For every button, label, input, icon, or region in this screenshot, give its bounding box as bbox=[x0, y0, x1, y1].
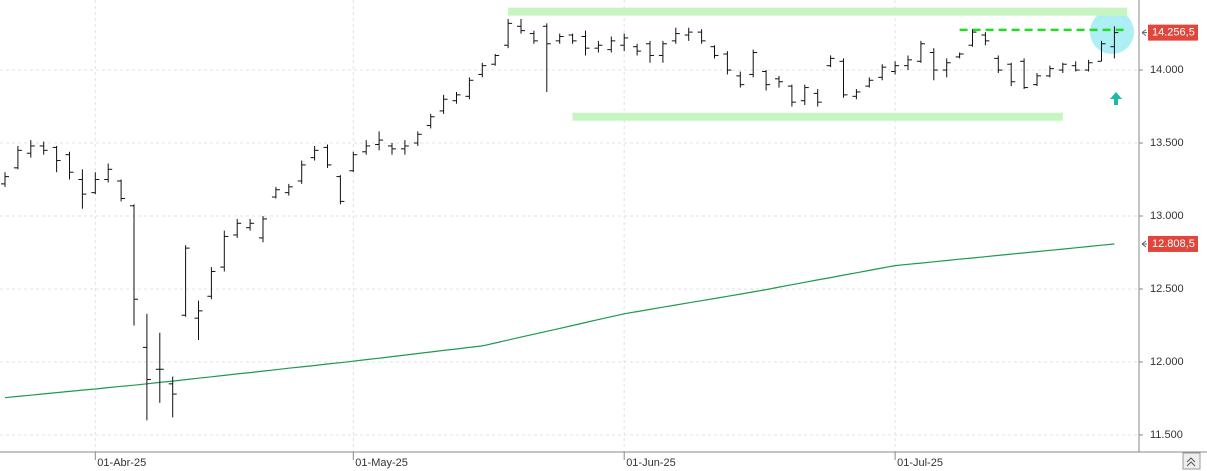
y-tick-label: 11.500 bbox=[1150, 429, 1183, 441]
plot-area bbox=[0, 0, 1139, 452]
up-arrow bbox=[1110, 92, 1122, 105]
y-tick-label: 13.000 bbox=[1150, 210, 1184, 222]
x-tick-label: 01-May-25 bbox=[355, 457, 408, 469]
x-tick-label: 01-Jun-25 bbox=[626, 457, 676, 469]
price-pointer bbox=[1141, 29, 1147, 37]
x-tick-label: 01-Abr-25 bbox=[97, 457, 146, 469]
price-label-box bbox=[1148, 24, 1198, 41]
price-label-box bbox=[1148, 235, 1198, 252]
scroll-button[interactable] bbox=[1182, 452, 1201, 470]
highlight-circle bbox=[1090, 10, 1134, 54]
scroll-icon bbox=[1186, 457, 1196, 467]
price-label: 12.808,5 bbox=[1152, 238, 1195, 250]
moving-average bbox=[4, 243, 1115, 399]
price-pointer bbox=[1141, 240, 1147, 248]
y-tick-label: 12.500 bbox=[1150, 283, 1184, 295]
price-label: 14.256,5 bbox=[1152, 27, 1195, 39]
x-tick-label: 01-Jul-25 bbox=[897, 457, 943, 469]
y-tick-label: 12.000 bbox=[1150, 356, 1184, 368]
y-tick-label: 14.000 bbox=[1150, 64, 1184, 76]
y-tick-label: 13.500 bbox=[1150, 137, 1184, 149]
y-tick-label: 14.500 bbox=[1150, 0, 1184, 3]
